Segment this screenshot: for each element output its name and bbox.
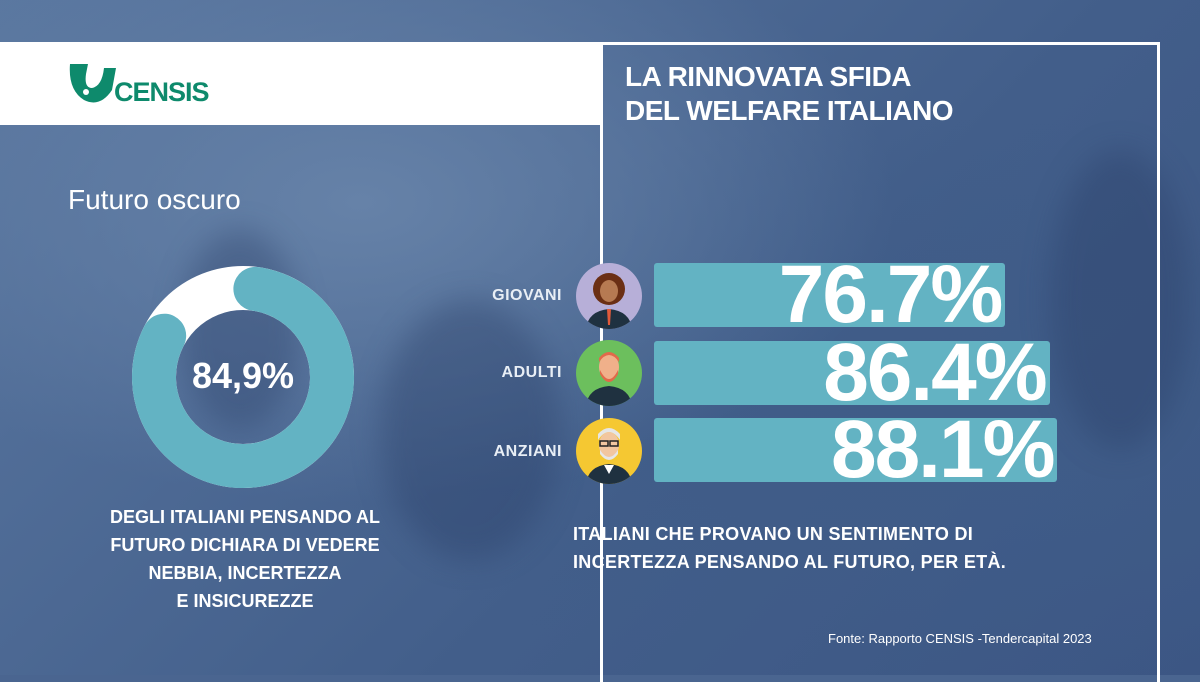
caption-line: NEBBIA, INCERTEZZA (148, 563, 342, 583)
title-line: DEL WELFARE ITALIANO (625, 95, 954, 126)
donut-chart (132, 266, 354, 488)
source-note: Fonte: Rapporto CENSIS -Tendercapital 20… (828, 631, 1092, 646)
category-label-anziani: ANZIANI (493, 443, 562, 460)
censis-logo-icon (69, 64, 116, 103)
caption-line: ITALIANI CHE PROVANO UN SENTIMENTO DI (573, 524, 974, 544)
bar-chart-caption: ITALIANI CHE PROVANO UN SENTIMENTO DI IN… (573, 520, 1006, 576)
young-person-avatar-icon (576, 263, 642, 329)
background-figure (380, 300, 560, 560)
category-label-giovani: GIOVANI (492, 287, 562, 304)
background-figure (1050, 150, 1190, 450)
adult-man-avatar-icon (576, 340, 642, 406)
section-subtitle: Futuro oscuro (68, 184, 241, 215)
caption-line: DEGLI ITALIANI PENSANDO AL (110, 507, 380, 527)
donut-value-label: 84,9% (191, 355, 295, 396)
bar-giovani: 76.7% (654, 254, 1006, 336)
donut-value-arc (132, 266, 354, 488)
elderly-man-avatar-icon (576, 418, 642, 484)
bar-anziani: 88.1% (654, 409, 1058, 491)
donut-caption: DEGLI ITALIANI PENSANDO AL FUTURO DICHIA… (60, 503, 430, 615)
bar-adulti: 86.4% (654, 332, 1050, 414)
category-label-adulti: ADULTI (501, 364, 562, 381)
background-figure (180, 230, 300, 430)
title-line: LA RINNOVATA SFIDA (625, 61, 912, 92)
caption-line: E INSICUREZZE (176, 591, 314, 611)
caption-line: FUTURO DICHIARA DI VEDERE (110, 535, 380, 555)
caption-line: INCERTEZZA PENSANDO AL FUTURO, PER ETÀ. (573, 552, 1007, 572)
censis-logo: CENSIS (66, 60, 210, 106)
page-title: LA RINNOVATA SFIDA DEL WELFARE ITALIANO (625, 60, 954, 128)
